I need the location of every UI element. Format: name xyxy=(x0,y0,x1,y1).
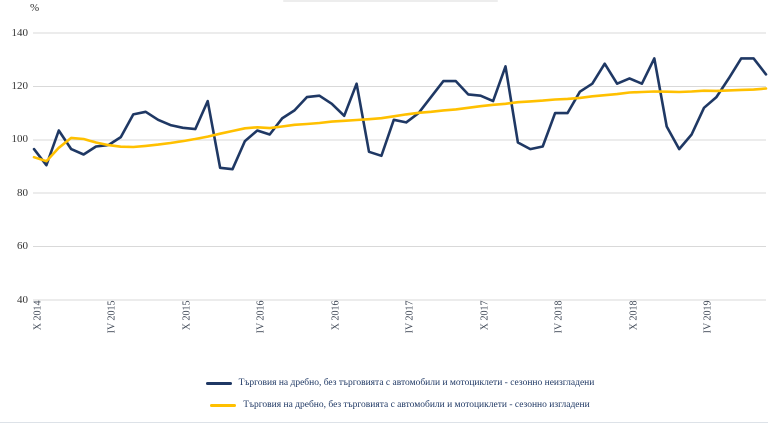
x-tick-label: IV 2017 xyxy=(404,300,416,334)
x-tick-label: IV 2018 xyxy=(553,300,565,334)
legend-line-swatch-unadjusted xyxy=(205,381,232,385)
x-tick-label: IV 2019 xyxy=(702,300,714,334)
y-tick-label: 60 xyxy=(17,240,28,253)
x-tick-label: X 2015 xyxy=(181,300,193,331)
legend-line-swatch-adjusted xyxy=(210,403,237,407)
y-tick-label: 100 xyxy=(11,133,29,146)
series-line-adjusted xyxy=(32,87,768,163)
x-tick-label: X 2018 xyxy=(628,300,640,331)
plot-area xyxy=(32,32,768,301)
y-tick-label: 80 xyxy=(17,186,28,199)
cropped-title-artifact xyxy=(283,0,498,2)
y-tick-label: 140 xyxy=(11,26,29,39)
y-tick-label: 40 xyxy=(17,293,28,306)
bottom-divider-line xyxy=(0,422,768,423)
x-tick-label: IV 2016 xyxy=(255,300,267,334)
x-tick-label: X 2014 xyxy=(32,300,44,331)
series-line-unadjusted xyxy=(32,57,768,171)
y-tick-label: 120 xyxy=(11,79,29,92)
legend-label-unadjusted: Търговия на дребно, без търговията с авт… xyxy=(238,378,595,388)
x-tick-label: IV 2015 xyxy=(106,300,118,334)
y-axis-unit-label: % xyxy=(30,2,40,14)
legend-item-adjusted: Търговия на дребно, без търговията с авт… xyxy=(32,399,768,411)
legend-label-adjusted: Търговия на дребно, без търговията с авт… xyxy=(243,400,590,410)
x-tick-label: X 2016 xyxy=(330,300,342,331)
legend-item-unadjusted: Търговия на дребно, без търговията с авт… xyxy=(32,377,768,389)
x-tick-label: X 2017 xyxy=(479,300,491,331)
